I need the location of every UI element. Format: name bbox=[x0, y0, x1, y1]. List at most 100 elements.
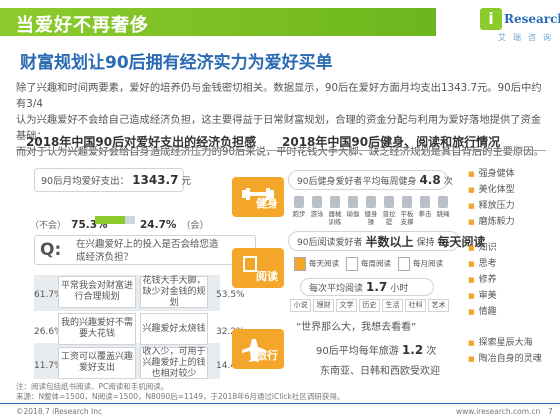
logo-text: Research bbox=[504, 12, 560, 26]
reading-stat1-pill: 90后阅读爱好者 半数以上 保持 每天阅读 bbox=[288, 231, 486, 251]
travel-stat-value: 1.2 bbox=[401, 343, 424, 357]
fitness-reason: 强身健体 bbox=[468, 166, 515, 179]
question-mark-icon: Q: bbox=[40, 240, 62, 260]
book-icon bbox=[243, 256, 257, 272]
activity-icon bbox=[330, 196, 340, 208]
fitness-activities: 跑步 游泳 器械训练 瑜伽 健身操 普拉提 平板支撑 拳击 跳绳 bbox=[290, 194, 454, 228]
travel-destinations: 东南亚、日韩和西欧受欢迎 bbox=[320, 366, 440, 377]
intro-line: 而对于认为兴趣爱好会给自身造成经济压力的90后来说，平时花钱大手大脚、缺乏经济规… bbox=[16, 146, 544, 158]
burden-bar-track bbox=[95, 216, 135, 224]
monthly-spend-unit: 元 bbox=[181, 176, 191, 187]
fitness-stat-value: 4.8 bbox=[419, 173, 441, 187]
right-section-divider bbox=[266, 150, 546, 151]
fitness-reasons: 强身健体美化体型释放压力磨炼毅力 bbox=[468, 166, 515, 230]
activity-label: 健身操 bbox=[364, 210, 378, 226]
activity-icon bbox=[420, 196, 430, 208]
activity-icon bbox=[312, 196, 322, 208]
fitness-activity: 健身操 bbox=[362, 194, 380, 228]
reading-stat2-value: 1.7 bbox=[366, 280, 388, 294]
burden-no-label: 不会 bbox=[39, 221, 58, 231]
fitness-activity: 游泳 bbox=[308, 194, 326, 228]
yes-reason-box: 兴趣爱好太烧钱 bbox=[140, 313, 208, 345]
footer-divider bbox=[0, 403, 560, 404]
calendar-icon bbox=[294, 257, 306, 271]
airplane-icon bbox=[242, 339, 266, 362]
reading-stat2-prefix: 每次平均阅读 bbox=[309, 283, 364, 294]
no-reason-box: 工资可以覆盖兴趣爱好支出 bbox=[58, 347, 136, 379]
reading-reason: 情趣 bbox=[468, 304, 497, 317]
reading-frequency-label: 每天阅读 bbox=[309, 259, 339, 268]
fitness-stat-prefix: 90后健身爱好者平均每周健身 bbox=[297, 176, 417, 187]
calendar-icon bbox=[398, 257, 410, 271]
fitness-reason: 释放压力 bbox=[468, 198, 515, 211]
fitness-label: 健身 bbox=[256, 197, 278, 210]
travel-stat: 90后平均每年旅游 1.2 次 bbox=[316, 342, 436, 357]
reading-genre-tag: 小说 bbox=[290, 299, 311, 312]
reading-stat1-mid: 保持 bbox=[416, 237, 435, 248]
intro-line: 认为兴趣爱好不会给自己造成经济负担，这主要得益于日常财富规划，合理的资金分配与利… bbox=[16, 114, 542, 142]
fitness-activity: 跑步 bbox=[290, 194, 308, 228]
reading-genre-tag: 历史 bbox=[359, 299, 380, 312]
travel-quote: “世界那么大，我想去看看” bbox=[296, 322, 417, 333]
reading-frequency-label: 每周阅读 bbox=[361, 259, 391, 268]
reading-reason: 审美 bbox=[468, 288, 497, 301]
reading-reason: 思考 bbox=[468, 256, 497, 269]
footer-note-2: 来源：N整体=1500，N阅读=1500，N8090后=1149，于2018年6… bbox=[16, 392, 345, 401]
reading-frequency: 每天阅读 每周阅读 每月阅读 bbox=[292, 254, 443, 276]
fitness-activity: 跳绳 bbox=[434, 194, 452, 228]
reading-reason: 修养 bbox=[468, 272, 497, 285]
monthly-spend-value: 1343.7 bbox=[132, 173, 179, 187]
activity-icon bbox=[294, 196, 304, 208]
page-subtitle: 财富规划让90后拥有经济实力为爱好买单 bbox=[20, 53, 333, 73]
reading-frequency-item: 每月阅读 bbox=[396, 254, 446, 276]
yes-reason-box: 花钱大手大脚，缺少对金钱的规划 bbox=[140, 276, 208, 308]
travel-reason: 陶冶自身的灵魂 bbox=[468, 351, 542, 364]
title-banner bbox=[0, 8, 436, 36]
burden-yes-label-group: 24.7% （会） bbox=[140, 219, 209, 231]
yes-reason-pct: 32.2% bbox=[216, 327, 245, 337]
travel-stat-unit: 次 bbox=[426, 346, 437, 357]
activity-icon bbox=[384, 196, 394, 208]
reading-genre-tag: 理财 bbox=[313, 299, 334, 312]
yes-reason-box: 收入少，可用于兴趣爱好上的钱也相对较少 bbox=[140, 347, 208, 379]
activity-icon bbox=[438, 196, 448, 208]
reading-stat1-prefix: 90后阅读爱好者 bbox=[297, 237, 363, 248]
reading-genre-tag: 社科 bbox=[405, 299, 426, 312]
iresearch-logo: i Research 艾瑞咨询 bbox=[478, 6, 560, 44]
travel-reason: 探索星辰大海 bbox=[468, 335, 542, 348]
reading-stat1-value: 半数以上 bbox=[365, 234, 414, 249]
activity-icon bbox=[402, 196, 412, 208]
burden-yes-label: 会 bbox=[190, 221, 200, 231]
page-title: 当爱好不再奢侈 bbox=[16, 15, 149, 36]
no-reason-box: 平常我会对财富进行合理规划 bbox=[58, 276, 136, 308]
travel-reasons: 探索星辰大海陶冶自身的灵魂 bbox=[468, 335, 542, 367]
fitness-activity: 器械训练 bbox=[326, 194, 344, 228]
fitness-reason: 美化体型 bbox=[468, 182, 515, 195]
fitness-activity: 平板支撑 bbox=[398, 194, 416, 228]
reading-genre-tag: 生活 bbox=[382, 299, 403, 312]
fitness-stat-unit: 次 bbox=[443, 176, 453, 187]
activity-label: 跳绳 bbox=[436, 210, 450, 218]
fitness-panel-icon bbox=[232, 177, 284, 217]
fitness-activity: 拳击 bbox=[416, 194, 434, 228]
monthly-spend-label: 90后月均爱好支出： bbox=[41, 176, 130, 187]
no-reason-pct: 61.7% bbox=[34, 290, 63, 300]
no-reason-pct: 11.7% bbox=[34, 361, 63, 371]
activity-label: 拳击 bbox=[418, 210, 432, 218]
yes-reason-pct: 53.5% bbox=[216, 290, 245, 300]
calendar-icon bbox=[346, 257, 358, 271]
activity-label: 平板支撑 bbox=[400, 210, 414, 226]
reading-frequency-item: 每天阅读 bbox=[292, 254, 342, 276]
question-text: 在兴趣爱好上的投入是否会给您造成经济负担？ bbox=[76, 239, 219, 263]
burden-yes-pct: 24.7% bbox=[140, 219, 177, 231]
dumbbell-icon bbox=[242, 188, 274, 200]
reading-genres: 小说 理财 文学 历史 生活 社科 艺术 bbox=[290, 299, 454, 313]
fitness-stat-pill: 90后健身爱好者平均每周健身 4.8 次 bbox=[288, 170, 453, 190]
left-section-divider bbox=[16, 150, 256, 151]
intro-paragraph: 除了兴趣和时间两要素，爱好的培养仍与金钱密切相关。数据显示，90后在爱好方面月均… bbox=[16, 80, 544, 160]
right-section-title: 2018年中国90后健身、阅读和旅行情况 bbox=[282, 135, 501, 149]
reading-genre-tag: 艺术 bbox=[428, 299, 449, 312]
reading-frequency-label: 每月阅读 bbox=[413, 259, 443, 268]
footer-note-1: 注：阅读包括纸书阅读、PC阅读和手机阅读。 bbox=[16, 382, 169, 391]
logo-mark-icon: i bbox=[480, 8, 502, 30]
